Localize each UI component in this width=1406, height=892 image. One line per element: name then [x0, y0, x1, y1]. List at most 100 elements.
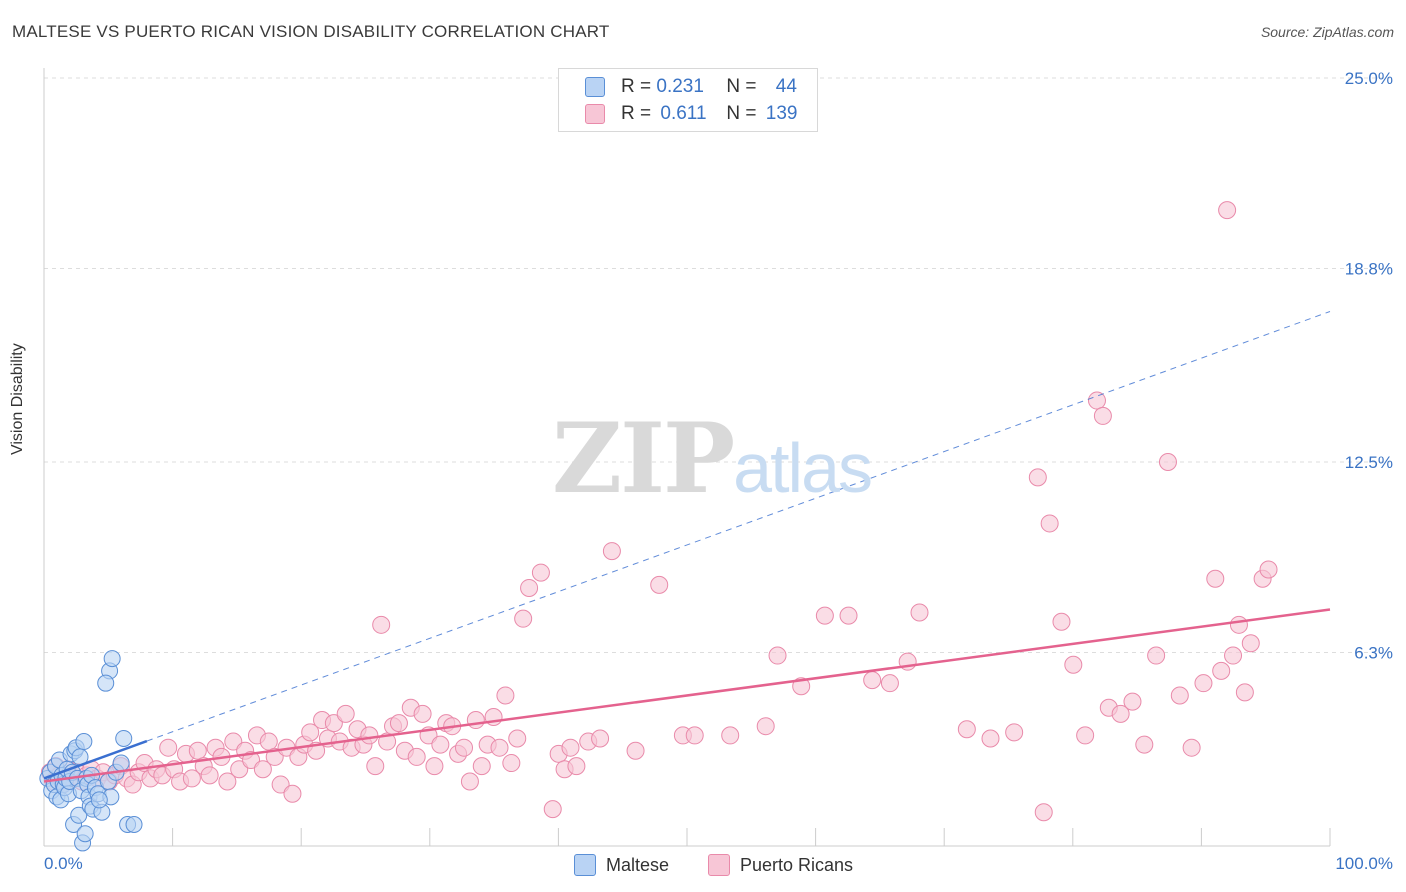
legend-r-label: R = [621, 76, 657, 97]
puerto-rican-point [218, 772, 237, 791]
puerto-rican-point [466, 711, 485, 730]
y-tick-label: 18.8% [1345, 259, 1393, 278]
puerto-rican-point [1076, 726, 1095, 745]
puerto-rican-point [839, 606, 858, 625]
maltese-legend-label: Maltese [606, 854, 670, 875]
puerto-rican-point [602, 542, 621, 561]
puerto-rican-point [863, 671, 882, 690]
puerto-rican-point [1224, 646, 1243, 665]
y-axis-label: Vision Disability [9, 343, 26, 455]
maltese-point [70, 806, 88, 824]
trend-lines [43, 311, 1331, 783]
puerto-rican-point [259, 732, 278, 751]
puerto-rican-legend-label: Puerto Ricans [740, 854, 854, 875]
puerto-rican-point [242, 750, 261, 769]
x-ticks [172, 828, 1331, 846]
puerto-rican-point [1212, 661, 1231, 680]
puerto-rican-point [1147, 646, 1166, 665]
puerto-rican-point [283, 784, 302, 803]
puerto-rican-point [188, 741, 207, 760]
puerto-rican-point [1158, 453, 1177, 471]
puerto-rican-point [224, 732, 243, 751]
x-tick-label: 100.0% [1335, 854, 1393, 873]
puerto-rican-r-value: 0.611 [660, 103, 707, 124]
puerto-rican-point [1135, 735, 1154, 754]
puerto-rican-point [502, 754, 521, 773]
watermark-atlas: atlas [733, 429, 873, 507]
puerto-rican-point [1040, 514, 1059, 533]
y-tick-label: 25.0% [1345, 69, 1393, 88]
legend-row-maltese: R = 0.231 N = 44 [585, 74, 797, 100]
maltese-point [76, 825, 94, 843]
bottom-legend-maltese: Maltese [574, 852, 669, 878]
puerto-rican-point [1064, 655, 1083, 674]
puerto-rican-point [1052, 612, 1071, 631]
puerto-rican-point [508, 729, 527, 748]
puerto-rican-point [880, 674, 899, 693]
maltese-swatch [585, 77, 605, 97]
maltese-point [97, 674, 115, 692]
bottom-legend-puerto-rican: Puerto Ricans [708, 852, 853, 878]
puerto-rican-point [685, 726, 704, 745]
correlation-legend: R = 0.231 N = 44 R = 0.611 N = 139 [558, 68, 818, 132]
watermark: ZIPatlas [552, 402, 873, 515]
puerto-rican-point [721, 726, 740, 745]
puerto-rican-point [1206, 569, 1225, 588]
puerto-rican-points [40, 201, 1278, 822]
puerto-rican-point [520, 578, 539, 597]
puerto-rican-point [514, 609, 533, 628]
y-tick-label: 12.5% [1345, 453, 1393, 472]
legend-n-label: N = [726, 76, 762, 97]
puerto-rican-point [957, 720, 976, 739]
puerto-rican-point [301, 723, 320, 742]
puerto-rican-point [413, 704, 432, 723]
puerto-rican-point [815, 606, 834, 625]
x-tick-label: 0.0% [44, 854, 83, 873]
puerto-rican-point [425, 757, 444, 776]
puerto-rican-point [182, 769, 201, 788]
puerto-rican-n-value: 139 [765, 103, 798, 124]
maltese-n-value: 44 [775, 76, 797, 97]
puerto-rican-point [360, 726, 379, 745]
legend-row-puerto-rican: R = 0.611 N = 139 [585, 101, 797, 127]
puerto-rican-point [490, 738, 509, 757]
puerto-rican-point [910, 603, 929, 622]
maltese-point [103, 650, 121, 668]
puerto-rican-swatch [708, 854, 730, 876]
puerto-rican-point [265, 747, 284, 766]
puerto-rican-trend [43, 608, 1331, 783]
maltese-points [39, 650, 143, 852]
puerto-rican-point [200, 766, 219, 785]
maltese-trend-solid [43, 739, 148, 780]
puerto-rican-point [591, 729, 610, 748]
puerto-rican-point [366, 757, 385, 776]
puerto-rican-point [1241, 634, 1260, 653]
puerto-rican-point [756, 717, 775, 736]
puerto-rican-point [372, 615, 391, 634]
puerto-rican-point [981, 729, 1000, 748]
puerto-rican-point [159, 738, 178, 757]
puerto-rican-point [1218, 201, 1237, 220]
maltese-point [115, 729, 133, 747]
puerto-rican-point [253, 760, 272, 779]
maltese-point [90, 791, 108, 809]
puerto-rican-point [496, 686, 515, 705]
puerto-rican-point [1093, 406, 1112, 425]
puerto-rican-point [389, 714, 408, 733]
puerto-rican-point [431, 735, 450, 754]
y-tick-label: 6.3% [1354, 643, 1393, 662]
maltese-point [125, 815, 143, 833]
puerto-rican-point [1235, 683, 1254, 702]
puerto-rican-point [1028, 468, 1047, 487]
puerto-rican-point [768, 646, 787, 665]
puerto-rican-point [271, 775, 290, 794]
puerto-rican-swatch [585, 104, 605, 124]
puerto-rican-point [1259, 560, 1278, 579]
puerto-rican-point [543, 800, 562, 819]
maltese-trend-dashed [146, 311, 1331, 742]
puerto-rican-point [407, 747, 426, 766]
puerto-rican-point [561, 738, 580, 757]
puerto-rican-point [1229, 615, 1248, 634]
puerto-rican-point [1111, 704, 1130, 723]
